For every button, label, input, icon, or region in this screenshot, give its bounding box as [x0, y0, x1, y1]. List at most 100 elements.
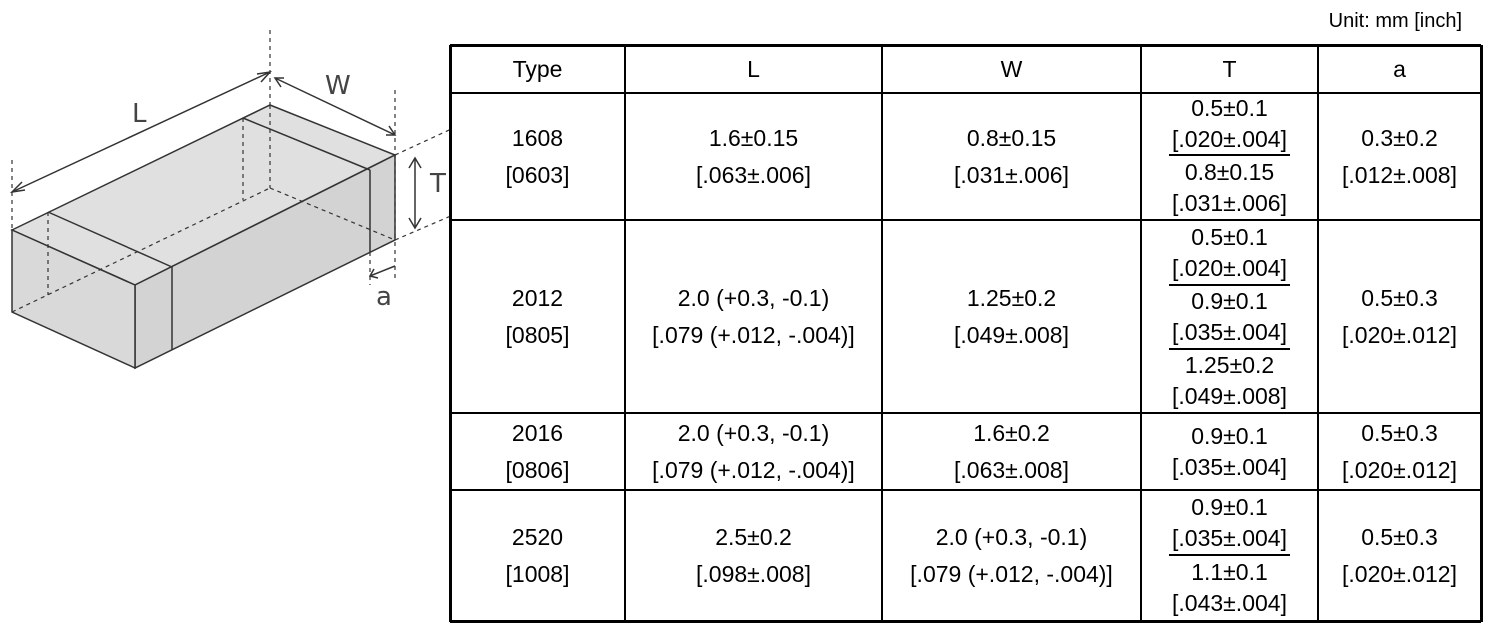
cell-text: [.031±.006] [954, 161, 1069, 188]
cell-text: [.012±.008] [1342, 161, 1457, 188]
table-cell: 2520 [1008] [450, 490, 625, 621]
cell-text: [.049±.008] [954, 321, 1069, 348]
cell-text: 1.25±0.2 [1184, 352, 1275, 378]
cell-text: 2.0 (+0.3, -0.1) [677, 284, 830, 311]
cell-text: 0.5±0.3 [1361, 523, 1438, 550]
cell-text: [.020±.012] [1342, 321, 1457, 348]
header-cell: Type [450, 45, 625, 93]
cell-text: [.049±.008] [1172, 383, 1287, 409]
cell-text: 2.0 (+0.3, -0.1) [677, 419, 830, 446]
thickness-cell: 1.25±0.2 [.049±.008] [1141, 349, 1318, 413]
table-rule [450, 412, 1481, 414]
cell-text: 2012 [511, 284, 564, 311]
unit-note: Unit: mm [inch] [1328, 10, 1462, 32]
cell-text: 2.0 (+0.3, -0.1) [935, 523, 1088, 550]
cell-text: [.035±.004] [1172, 524, 1287, 551]
thickness-cell: 0.5±0.1 [.020±.004] [1141, 220, 1318, 285]
table-cell: 1.6±0.15 [.063±.006] [625, 93, 882, 220]
table-rule [1169, 348, 1290, 350]
cell-text: 0.5±0.3 [1361, 284, 1438, 311]
cell-text: a [1393, 55, 1406, 82]
cell-text: [.063±.008] [954, 456, 1069, 483]
dim-label: a [376, 282, 392, 312]
thickness-cell: 0.8±0.15 [.031±.006] [1141, 155, 1318, 220]
chip-diagram: L W T a [9, 30, 450, 370]
table-cell: 0.3±0.2 [.012±.008] [1318, 93, 1481, 220]
cell-text: 1608 [511, 124, 564, 151]
thickness-cell: 0.9±0.1 [.035±.004] [1141, 285, 1318, 349]
cell-text: 0.9±0.1 [1191, 288, 1268, 314]
cell-text: 0.5±0.3 [1361, 419, 1438, 446]
header-cell: T [1141, 45, 1318, 93]
cell-text: [.079 (+.012, -.004)] [652, 321, 855, 348]
thickness-cell: 0.9±0.1 [.035±.004] [1141, 413, 1318, 490]
table-rule [1479, 45, 1483, 622]
table-cell: 2.0 (+0.3, -0.1) [.079 (+.012, -.004)] [625, 220, 882, 413]
table-rule [450, 219, 1481, 221]
header-cell: L [625, 45, 882, 93]
cell-text: T [1222, 55, 1237, 82]
thickness-cell: 0.5±0.1 [.020±.004] [1141, 93, 1318, 155]
cell-text: [.079 (+.012, -.004)] [652, 456, 855, 483]
cell-text: 2.5±0.2 [715, 523, 792, 550]
table-cell: 1.6±0.2 [.063±.008] [882, 413, 1141, 490]
cell-text: [.063±.006] [696, 161, 811, 188]
cell-text: [1008] [505, 560, 570, 587]
table-cell: 0.8±0.15 [.031±.006] [882, 93, 1141, 220]
cell-text: [.035±.004] [1172, 453, 1287, 480]
table-rule [881, 45, 883, 622]
cell-text: [0603] [505, 161, 570, 188]
table-cell: 0.5±0.3 [.020±.012] [1318, 490, 1481, 621]
cell-text: [.079 (+.012, -.004)] [910, 560, 1113, 587]
table-rule [624, 45, 626, 622]
table-rule [1317, 45, 1319, 622]
cell-text: [.020±.004] [1172, 254, 1287, 281]
table-cell: 2012 [0805] [450, 220, 625, 413]
header-cell: W [882, 45, 1141, 93]
thickness-cell: 1.1±0.1 [.043±.004] [1141, 555, 1318, 621]
cell-text: [0805] [505, 321, 570, 348]
dim-label: T [429, 169, 446, 199]
cell-text: Type [512, 55, 563, 82]
table-cell: 0.5±0.3 [.020±.012] [1318, 413, 1481, 490]
table-rule [450, 619, 1481, 623]
dim-label: W [325, 71, 351, 101]
dim-label: L [132, 99, 147, 129]
cell-text: W [1000, 55, 1023, 82]
table-cell: 2.0 (+0.3, -0.1) [.079 (+.012, -.004)] [625, 413, 882, 490]
table-cell: 2016 [0806] [450, 413, 625, 490]
cell-text: [0806] [505, 456, 570, 483]
cell-text: 0.8±0.15 [1184, 158, 1275, 185]
cell-text: [.020±.004] [1172, 126, 1287, 152]
table-rule [448, 45, 452, 622]
table-rule [450, 489, 1481, 491]
table-rule [450, 43, 1481, 47]
cell-text: 1.6±0.15 [708, 124, 799, 151]
cell-text: [.031±.006] [1172, 189, 1287, 216]
table-rule [450, 92, 1481, 94]
cell-text: 1.6±0.2 [973, 419, 1050, 446]
table-rule [1169, 154, 1290, 156]
table-rule [1169, 554, 1290, 556]
header-cell: a [1318, 45, 1481, 93]
cell-text: [.020±.012] [1342, 560, 1457, 587]
cell-text: 0.9±0.1 [1191, 422, 1268, 449]
cell-text: [.043±.004] [1172, 590, 1287, 616]
cell-text: 2016 [511, 419, 564, 446]
table-cell: 2.5±0.2 [.098±.008] [625, 490, 882, 621]
table-cell: 1.25±0.2 [.049±.008] [882, 220, 1141, 413]
cell-text: [.020±.012] [1342, 456, 1457, 483]
table-cell: 0.5±0.3 [.020±.012] [1318, 220, 1481, 413]
cell-text: 0.9±0.1 [1191, 493, 1268, 520]
thickness-cell: 0.9±0.1 [.035±.004] [1141, 490, 1318, 555]
table-rule [1169, 284, 1290, 286]
cell-text: 0.8±0.15 [966, 124, 1057, 151]
cell-text: L [747, 55, 760, 82]
table-cell: 1608 [0603] [450, 93, 625, 220]
cell-text: 0.3±0.2 [1361, 124, 1438, 151]
cell-text: 1.25±0.2 [966, 284, 1057, 311]
cell-text: 1.1±0.1 [1191, 559, 1268, 585]
cell-text: 0.5±0.1 [1191, 95, 1268, 121]
cell-text: 0.5±0.1 [1191, 223, 1268, 250]
